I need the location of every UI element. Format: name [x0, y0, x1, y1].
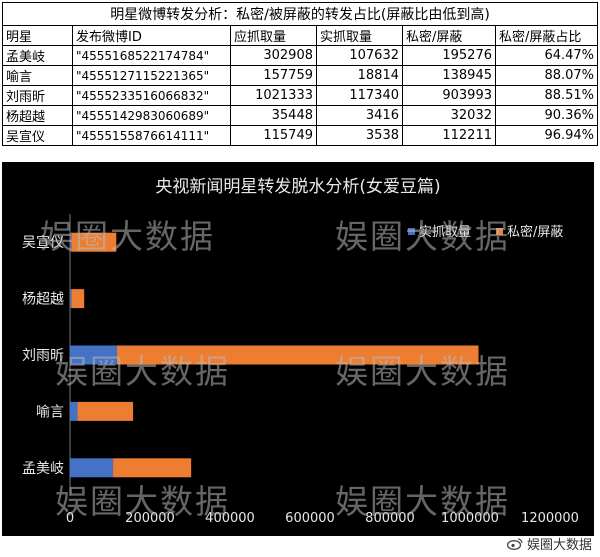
bar-hidden [113, 458, 192, 478]
header-hidden-ratio: 私密/屏蔽占比 [494, 25, 599, 46]
footer-watermark: 娱圈大数据 [506, 534, 592, 553]
cell-weibo-id: "4555142983060689" [72, 105, 231, 126]
header-expected: 应抓取量 [230, 25, 317, 46]
y-category-label: 喻言 [36, 404, 64, 420]
cell-weibo-id: "4555127115221365" [72, 65, 231, 86]
cell-hidden-ratio: 96.94% [494, 125, 599, 146]
table-row: 刘雨昕 "4555233516066832" 1021333 117340 90… [2, 85, 599, 106]
y-category-label: 孟美岐 [22, 461, 64, 477]
cell-weibo-id: "4555233516066832" [72, 85, 231, 106]
bar-actual [70, 458, 114, 478]
cell-expected: 115749 [230, 125, 317, 146]
bar-hidden [71, 232, 117, 252]
cell-star: 吴宣仪 [2, 125, 73, 146]
table-title: 明星微博转发分析：私密/被屏蔽的转发占比(屏蔽比由低到高) [1, 2, 599, 26]
cell-weibo-id: "4555155876614111" [72, 125, 231, 146]
bar-actual [70, 232, 72, 252]
table-header-row: 明星 发布微博ID 应抓取量 实抓取量 私密/屏蔽 私密/屏蔽占比 [2, 25, 599, 46]
cell-actual: 3538 [316, 125, 403, 146]
cell-hidden: 112211 [402, 125, 496, 146]
cell-actual: 3416 [316, 105, 403, 126]
header-weibo-id: 发布微博ID [72, 25, 231, 46]
cell-star: 孟美岐 [2, 45, 73, 66]
cell-hidden: 32032 [402, 105, 496, 126]
x-tick-label: 800000 [365, 511, 415, 526]
y-category-label: 刘雨昕 [22, 348, 64, 364]
bar-hidden [71, 289, 85, 309]
x-tick-label: 200000 [125, 511, 175, 526]
cell-star: 刘雨昕 [2, 85, 73, 106]
x-tick-label: 1000000 [441, 511, 499, 526]
bar-actual [70, 345, 117, 365]
legend-swatch [496, 228, 503, 235]
table-title-row: 明星微博转发分析：私密/被屏蔽的转发占比(屏蔽比由低到高) [1, 2, 599, 26]
bar-hidden [116, 345, 479, 365]
cell-hidden: 195276 [402, 45, 496, 66]
cell-hidden: 903993 [402, 85, 496, 106]
cell-expected: 157759 [230, 65, 317, 86]
table-row: 喻言 "4555127115221365" 157759 18814 13894… [2, 65, 599, 86]
cell-hidden-ratio: 88.51% [494, 85, 599, 106]
chart-panel: 央视新闻明星转发脱水分析(女爱豆篇) 0 200000 400000 600000 800… [2, 162, 594, 536]
legend-label: 实抓取量 [419, 225, 471, 240]
header-star: 明星 [2, 25, 73, 46]
weibo-logo-icon [506, 538, 523, 550]
cell-actual: 18814 [316, 65, 403, 86]
cell-expected: 302908 [230, 45, 317, 66]
cell-hidden-ratio: 64.47% [494, 45, 599, 66]
chart-title: 央视新闻明星转发脱水分析(女爱豆篇) [155, 177, 440, 197]
cell-actual: 117340 [316, 85, 403, 106]
header-hidden: 私密/屏蔽 [402, 25, 496, 46]
cell-actual: 107632 [316, 45, 403, 66]
legend-label: 私密/屏蔽 [507, 224, 563, 240]
cell-hidden-ratio: 88.07% [494, 65, 599, 86]
x-tick-label: 400000 [205, 511, 255, 526]
header-actual: 实抓取量 [316, 25, 403, 46]
cell-hidden: 138945 [402, 65, 496, 86]
y-category-label: 杨超越 [22, 292, 64, 308]
y-category-label: 吴宣仪 [22, 235, 64, 251]
data-table: 明星微博转发分析：私密/被屏蔽的转发占比(屏蔽比由低到高) 明星 发布微博ID … [1, 2, 599, 146]
cell-hidden-ratio: 90.36% [494, 105, 599, 126]
x-tick-label: 1200000 [521, 511, 579, 526]
bar-chart: 央视新闻明星转发脱水分析(女爱豆篇) 0 200000 400000 600000 800… [22, 177, 579, 526]
table-row: 杨超越 "4555142983060689" 35448 3416 32032 … [2, 105, 599, 126]
x-tick-label: 0 [66, 511, 74, 526]
cell-expected: 35448 [230, 105, 317, 126]
bar-hidden [77, 401, 134, 421]
cell-expected: 1021333 [230, 85, 317, 106]
x-tick-label: 600000 [285, 511, 335, 526]
bar-actual [70, 401, 78, 421]
cell-star: 喻言 [2, 65, 73, 86]
table-row: 孟美岐 "4555168522174784" 302908 107632 195… [2, 45, 599, 66]
bar-actual [70, 289, 72, 309]
legend-swatch [408, 228, 415, 235]
cell-weibo-id: "4555168522174784" [72, 45, 231, 66]
table-row: 吴宣仪 "4555155876614111" 115749 3538 11221… [2, 125, 599, 146]
footer-text: 娱圈大数据 [526, 538, 592, 553]
cell-star: 杨超越 [2, 105, 73, 126]
